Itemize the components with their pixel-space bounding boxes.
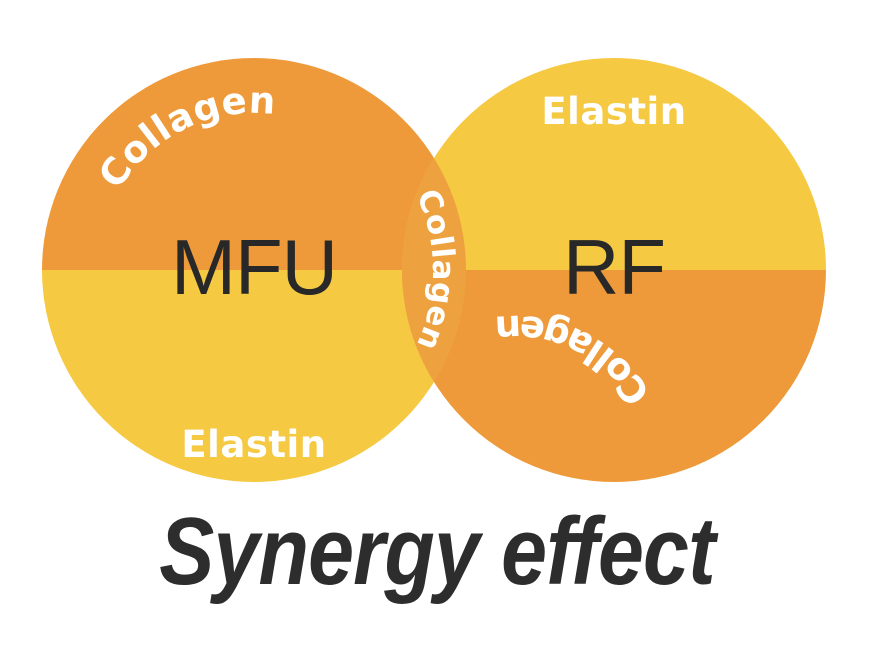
ring-right-top-label: Elastin [541,90,686,133]
hub-label-mfu: MFU [171,223,338,311]
venn-rings-svg: Collagen Elastin Elastin Collagen Collag… [42,58,826,482]
ring-left-bottom-label: Elastin [181,423,326,466]
caption-synergy-effect: Synergy effect [159,498,715,605]
hub-label-rf: RF [563,223,666,311]
venn-rings-stage: Collagen Elastin Elastin Collagen Collag… [42,58,826,482]
